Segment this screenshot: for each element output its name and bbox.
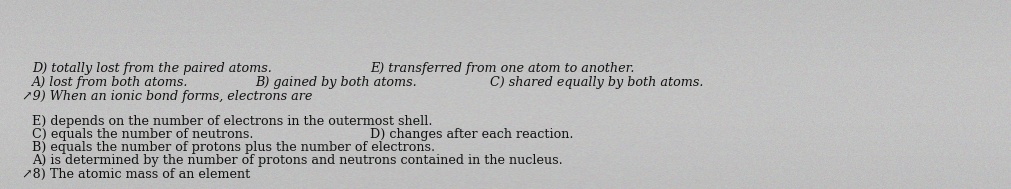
Text: E) transferred from one atom to another.: E) transferred from one atom to another. [370,62,634,75]
Text: A) lost from both atoms.: A) lost from both atoms. [32,76,188,89]
Text: E) depends on the number of electrons in the outermost shell.: E) depends on the number of electrons in… [32,115,432,128]
Text: D) changes after each reaction.: D) changes after each reaction. [370,128,573,141]
Text: B) gained by both atoms.: B) gained by both atoms. [255,76,417,89]
Text: ↗9) When an ionic bond forms, electrons are: ↗9) When an ionic bond forms, electrons … [22,90,312,103]
Text: ↗8) The atomic mass of an element: ↗8) The atomic mass of an element [22,168,250,181]
Text: D) totally lost from the paired atoms.: D) totally lost from the paired atoms. [32,62,272,75]
Text: C) shared equally by both atoms.: C) shared equally by both atoms. [489,76,703,89]
Text: A) is determined by the number of protons and neutrons contained in the nucleus.: A) is determined by the number of proton… [32,154,562,167]
Text: B) equals the number of protons plus the number of electrons.: B) equals the number of protons plus the… [32,141,435,154]
Text: C) equals the number of neutrons.: C) equals the number of neutrons. [32,128,253,141]
